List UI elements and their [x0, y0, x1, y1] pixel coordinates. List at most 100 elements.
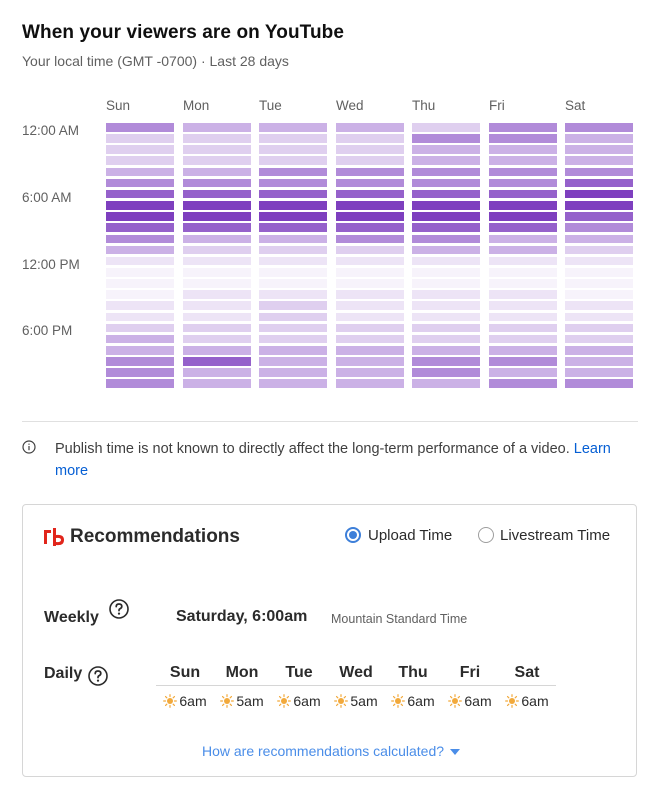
upload-time-label[interactable]: Upload Time — [368, 527, 453, 544]
heatmap-cell[interactable] — [336, 134, 404, 143]
heatmap-cell[interactable] — [412, 145, 480, 154]
heatmap-cell[interactable] — [489, 123, 557, 132]
weekly-help-icon[interactable] — [109, 599, 129, 619]
heatmap-cell[interactable] — [259, 223, 327, 232]
heatmap-cell[interactable] — [259, 268, 327, 277]
daily-help-icon[interactable] — [88, 666, 108, 686]
heatmap-cell[interactable] — [259, 201, 327, 210]
heatmap-cell[interactable] — [489, 156, 557, 165]
heatmap-cell[interactable] — [565, 223, 633, 232]
heatmap-cell[interactable] — [565, 134, 633, 143]
heatmap-cell[interactable] — [183, 368, 251, 377]
heatmap-cell[interactable] — [412, 256, 480, 266]
heatmap-cell[interactable] — [489, 323, 557, 333]
heatmap-cell[interactable] — [259, 279, 327, 288]
heatmap-cell[interactable] — [259, 357, 327, 366]
heatmap-cell[interactable] — [489, 290, 557, 299]
heatmap-cell[interactable] — [412, 290, 480, 299]
heatmap-cell[interactable] — [565, 201, 633, 210]
heatmap-cell[interactable] — [336, 368, 404, 377]
heatmap-cell[interactable] — [565, 346, 633, 355]
heatmap-cell[interactable] — [106, 256, 174, 266]
heatmap-cell[interactable] — [565, 323, 633, 333]
heatmap-cell[interactable] — [489, 167, 557, 177]
heatmap-cell[interactable] — [183, 201, 251, 210]
heatmap-cell[interactable] — [336, 334, 404, 344]
heatmap-cell[interactable] — [183, 178, 251, 188]
heatmap-cell[interactable] — [183, 279, 251, 288]
heatmap-cell[interactable] — [336, 290, 404, 299]
heatmap-cell[interactable] — [565, 290, 633, 299]
heatmap-cell[interactable] — [336, 245, 404, 255]
heatmap-cell[interactable] — [412, 346, 480, 355]
heatmap-cell[interactable] — [106, 357, 174, 366]
chevron-down-icon[interactable] — [450, 749, 461, 755]
heatmap-cell[interactable] — [565, 156, 633, 165]
heatmap-cell[interactable] — [489, 178, 557, 188]
heatmap-cell[interactable] — [489, 245, 557, 255]
heatmap-cell[interactable] — [565, 279, 633, 288]
heatmap-cell[interactable] — [259, 368, 327, 377]
heatmap-cell[interactable] — [183, 134, 251, 143]
heatmap-cell[interactable] — [412, 368, 480, 377]
learn-more-link[interactable]: Learn more — [55, 441, 611, 479]
heatmap-cell[interactable] — [259, 256, 327, 266]
heatmap-cell[interactable] — [106, 212, 174, 221]
heatmap-cell[interactable] — [565, 123, 633, 132]
heatmap-cell[interactable] — [259, 134, 327, 143]
heatmap-cell[interactable] — [412, 323, 480, 333]
heatmap-cell[interactable] — [412, 357, 480, 366]
heatmap-cell[interactable] — [336, 201, 404, 210]
heatmap-cell[interactable] — [412, 223, 480, 232]
heatmap-cell[interactable] — [183, 323, 251, 333]
heatmap-cell[interactable] — [336, 212, 404, 221]
heatmap-cell[interactable] — [336, 346, 404, 355]
heatmap-cell[interactable] — [336, 178, 404, 188]
heatmap-cell[interactable] — [106, 134, 174, 143]
heatmap-cell[interactable] — [336, 223, 404, 232]
heatmap-cell[interactable] — [259, 290, 327, 299]
heatmap-cell[interactable] — [106, 368, 174, 377]
heatmap-cell[interactable] — [183, 212, 251, 221]
heatmap-cell[interactable] — [336, 301, 404, 310]
heatmap-cell[interactable] — [489, 234, 557, 243]
heatmap-cell[interactable] — [565, 268, 633, 277]
heatmap-cell[interactable] — [565, 301, 633, 310]
heatmap-cell[interactable] — [183, 245, 251, 255]
heatmap-cell[interactable] — [336, 279, 404, 288]
heatmap-cell[interactable] — [412, 268, 480, 277]
heatmap-cell[interactable] — [412, 167, 480, 177]
heatmap-cell[interactable] — [412, 178, 480, 188]
heatmap-cell[interactable] — [183, 234, 251, 243]
heatmap-cell[interactable] — [412, 301, 480, 310]
heatmap-cell[interactable] — [565, 256, 633, 266]
heatmap-cell[interactable] — [412, 134, 480, 143]
heatmap-cell[interactable] — [412, 156, 480, 165]
heatmap-cell[interactable] — [183, 379, 251, 388]
heatmap-cell[interactable] — [259, 323, 327, 333]
livestream-time-label[interactable]: Livestream Time — [500, 527, 611, 544]
heatmap-cell[interactable] — [106, 223, 174, 232]
heatmap-cell[interactable] — [489, 145, 557, 154]
heatmap-cell[interactable] — [489, 346, 557, 355]
heatmap-cell[interactable] — [106, 290, 174, 299]
heatmap-cell[interactable] — [183, 268, 251, 277]
heatmap-cell[interactable] — [489, 201, 557, 210]
heatmap-cell[interactable] — [106, 245, 174, 255]
heatmap-cell[interactable] — [412, 234, 480, 243]
livestream-time-radio[interactable] — [478, 527, 494, 543]
heatmap-cell[interactable] — [565, 368, 633, 377]
heatmap-cell[interactable] — [489, 189, 557, 199]
heatmap-cell[interactable] — [336, 323, 404, 333]
heatmap-cell[interactable] — [489, 301, 557, 310]
heatmap-cell[interactable] — [183, 223, 251, 232]
heatmap-cell[interactable] — [259, 234, 327, 243]
heatmap-cell[interactable] — [259, 346, 327, 355]
heatmap-cell[interactable] — [336, 234, 404, 243]
heatmap-cell[interactable] — [336, 268, 404, 277]
heatmap-cell[interactable] — [106, 268, 174, 277]
heatmap-cell[interactable] — [412, 201, 480, 210]
heatmap-cell[interactable] — [489, 256, 557, 266]
heatmap-cell[interactable] — [412, 212, 480, 221]
heatmap-cell[interactable] — [565, 357, 633, 366]
